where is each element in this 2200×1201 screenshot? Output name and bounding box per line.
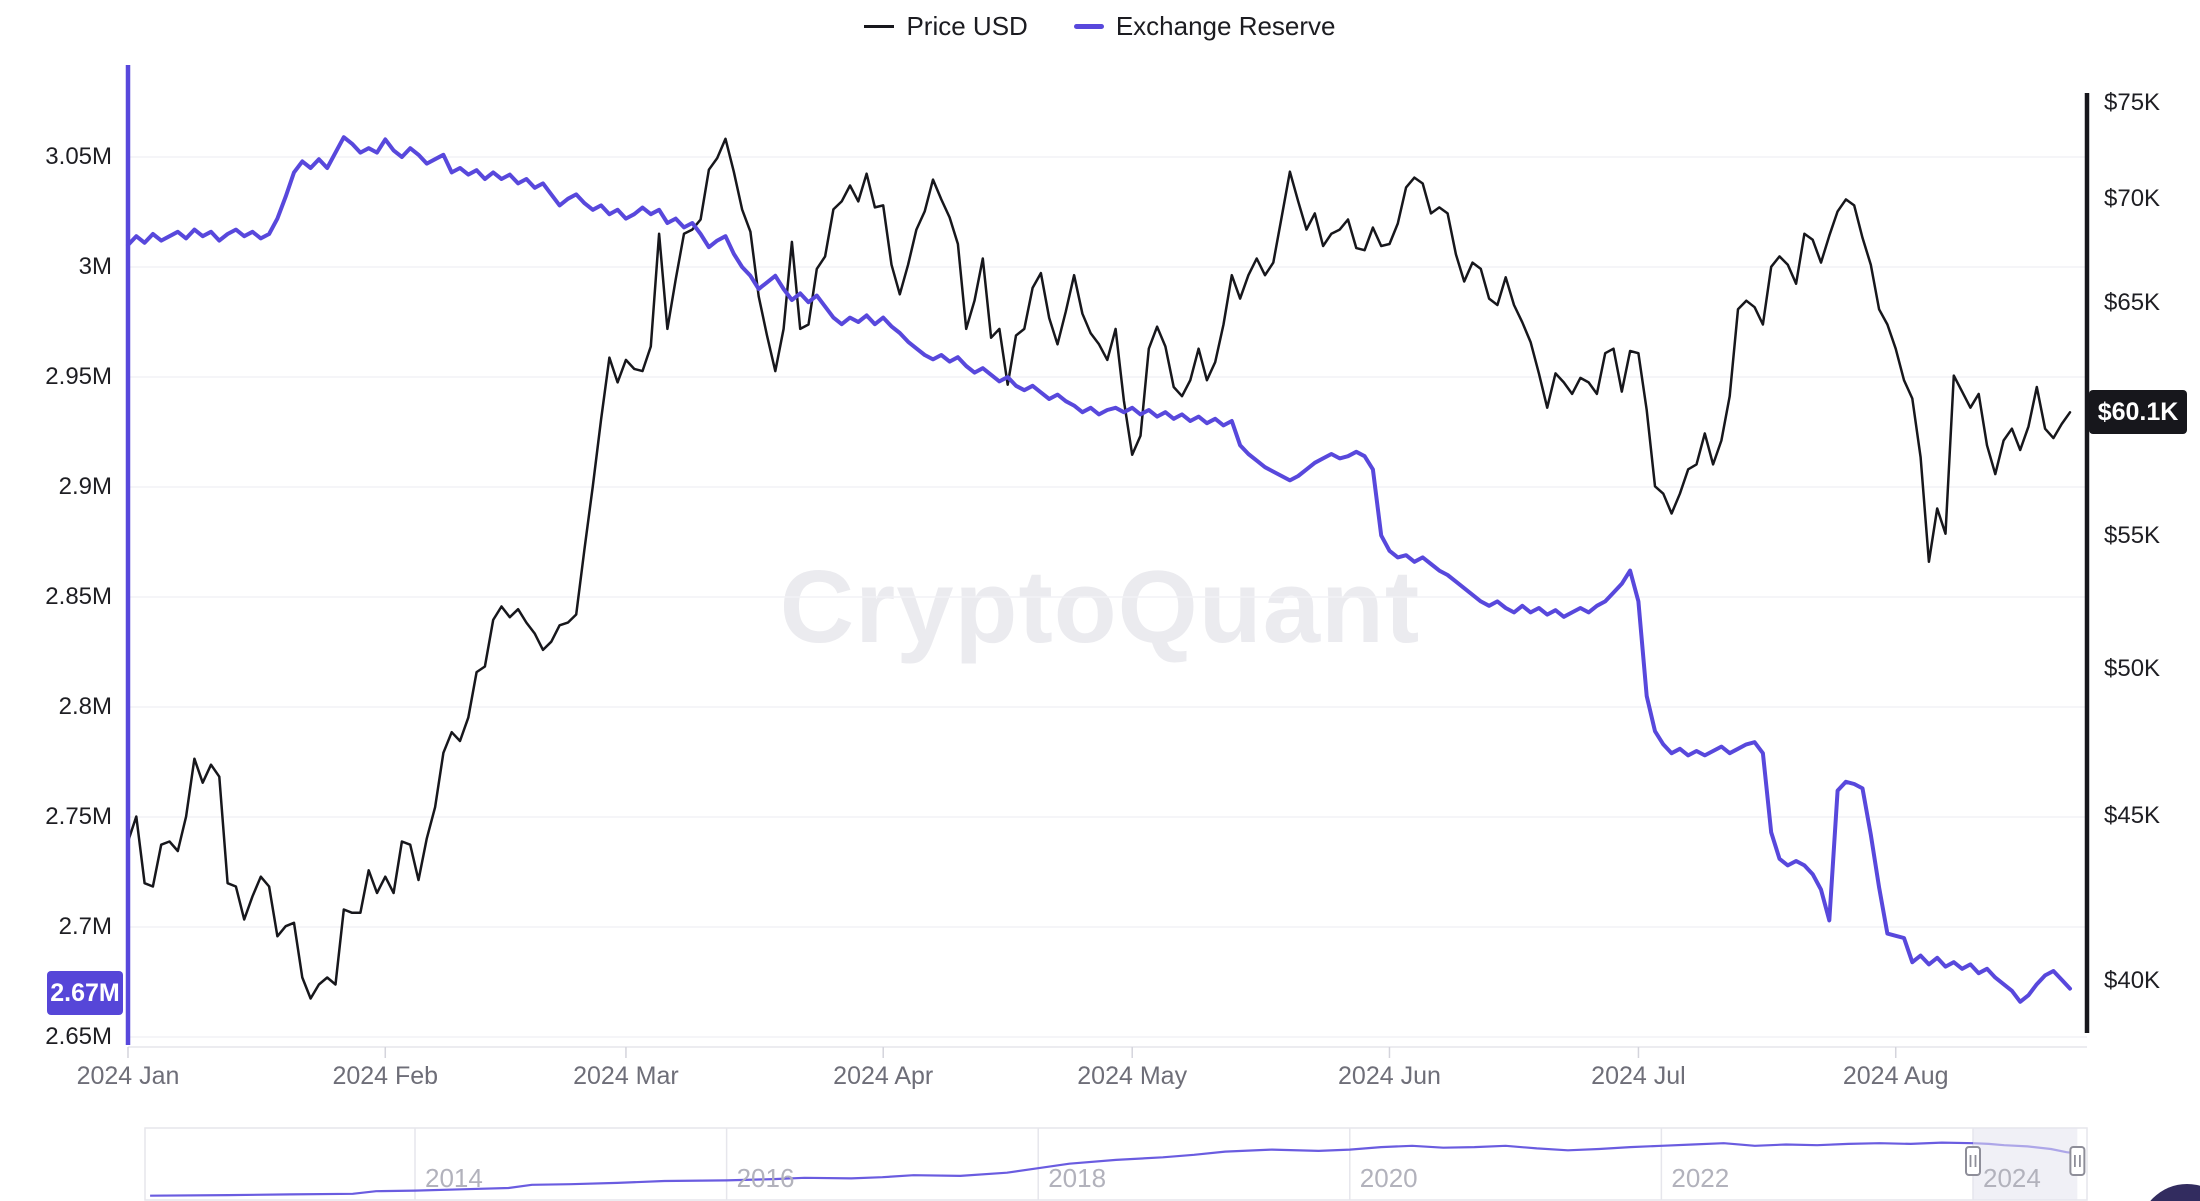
y-axis-left-tick-label: 2.9M (58, 473, 112, 500)
x-axis-tick-label: 2024 Apr (833, 1062, 934, 1090)
y-axis-left-tick-label: 3.05M (45, 143, 112, 170)
navigator-frame (144, 1127, 2088, 1201)
x-axis-tick-label: 2024 Mar (573, 1062, 679, 1090)
y-axis-left-tick-label: 3M (78, 253, 112, 280)
y-axis-right-tick-label: $40K (2104, 966, 2161, 994)
plot-area[interactable] (128, 65, 2087, 1047)
x-axis-tick-label: 2024 May (1077, 1062, 1188, 1090)
reserve-line-swatch-icon (1073, 23, 1104, 29)
y-axis-left-tick-label: 2.8M (58, 693, 112, 720)
legend-label-exchange-reserve: Exchange Reserve (1115, 10, 1336, 41)
navigator-handle-left[interactable] (1965, 1146, 1981, 1176)
y-axis-right-tick-label: $75K (2104, 89, 2161, 116)
y-axis-right-tick-label: $45K (2104, 802, 2161, 830)
x-axis-tick-label: 2024 Aug (1842, 1062, 1949, 1090)
navigator-year-label: 2024 (1983, 1163, 2041, 1193)
price-line-swatch-icon (864, 24, 895, 28)
y-axis-left-tick-label: 2.75M (45, 803, 112, 830)
y-axis-right-tick-label: $70K (2104, 185, 2161, 213)
navigator-reserve-line (150, 1141, 2078, 1197)
reserve-last-value-badge: 2.67M (47, 971, 123, 1015)
price-last-value-badge: $60.1K (2089, 390, 2187, 435)
y-axis-right-tick-label: $55K (2104, 522, 2161, 550)
x-axis-tick-label: 2024 Jun (1338, 1062, 1441, 1090)
price-line (126, 137, 2072, 1000)
cryptoquant-watermark: CryptoQuant (780, 548, 1420, 666)
y-axis-left-tick-label: 2.85M (45, 583, 112, 610)
navigator-year-label: 2020 (1359, 1163, 1418, 1193)
navigator-selection[interactable] (1973, 1128, 2078, 1200)
navigator-handle-left-grip-box[interactable] (1965, 1146, 1981, 1176)
legend-label-price: Price USD (906, 10, 1028, 41)
navigator-year-label: 2016 (736, 1163, 795, 1193)
navigator-handle-right-grip-box[interactable] (2069, 1146, 2086, 1176)
chart-legend: Price USD Exchange Reserve (0, 8, 2200, 44)
x-axis-tick-label: 2024 Jul (1591, 1062, 1686, 1090)
navigator-handle-right[interactable] (2069, 1146, 2086, 1176)
y-axis-left-tick-label: 2.7M (58, 913, 112, 940)
navigator-year-label: 2022 (1671, 1163, 1730, 1193)
chat-button[interactable] (2139, 1184, 2200, 1201)
y-axis-right-tick-label: $65K (2104, 288, 2161, 316)
legend-item-price[interactable]: Price USD (864, 10, 1028, 42)
x-axis-tick-label: 2024 Jan (76, 1062, 180, 1090)
navigator-year-label: 2014 (425, 1163, 483, 1193)
navigator-year-label: 2018 (1048, 1163, 1107, 1193)
y-axis-right-tick-label: $50K (2104, 655, 2161, 683)
reserve-line (126, 135, 2072, 1004)
x-axis-tick-label: 2024 Feb (332, 1062, 439, 1090)
y-axis-left-tick-label: 2.65M (45, 1023, 112, 1050)
y-axis-left-tick-label: 2.95M (45, 363, 112, 390)
legend-item-exchange-reserve[interactable]: Exchange Reserve (1073, 10, 1336, 42)
